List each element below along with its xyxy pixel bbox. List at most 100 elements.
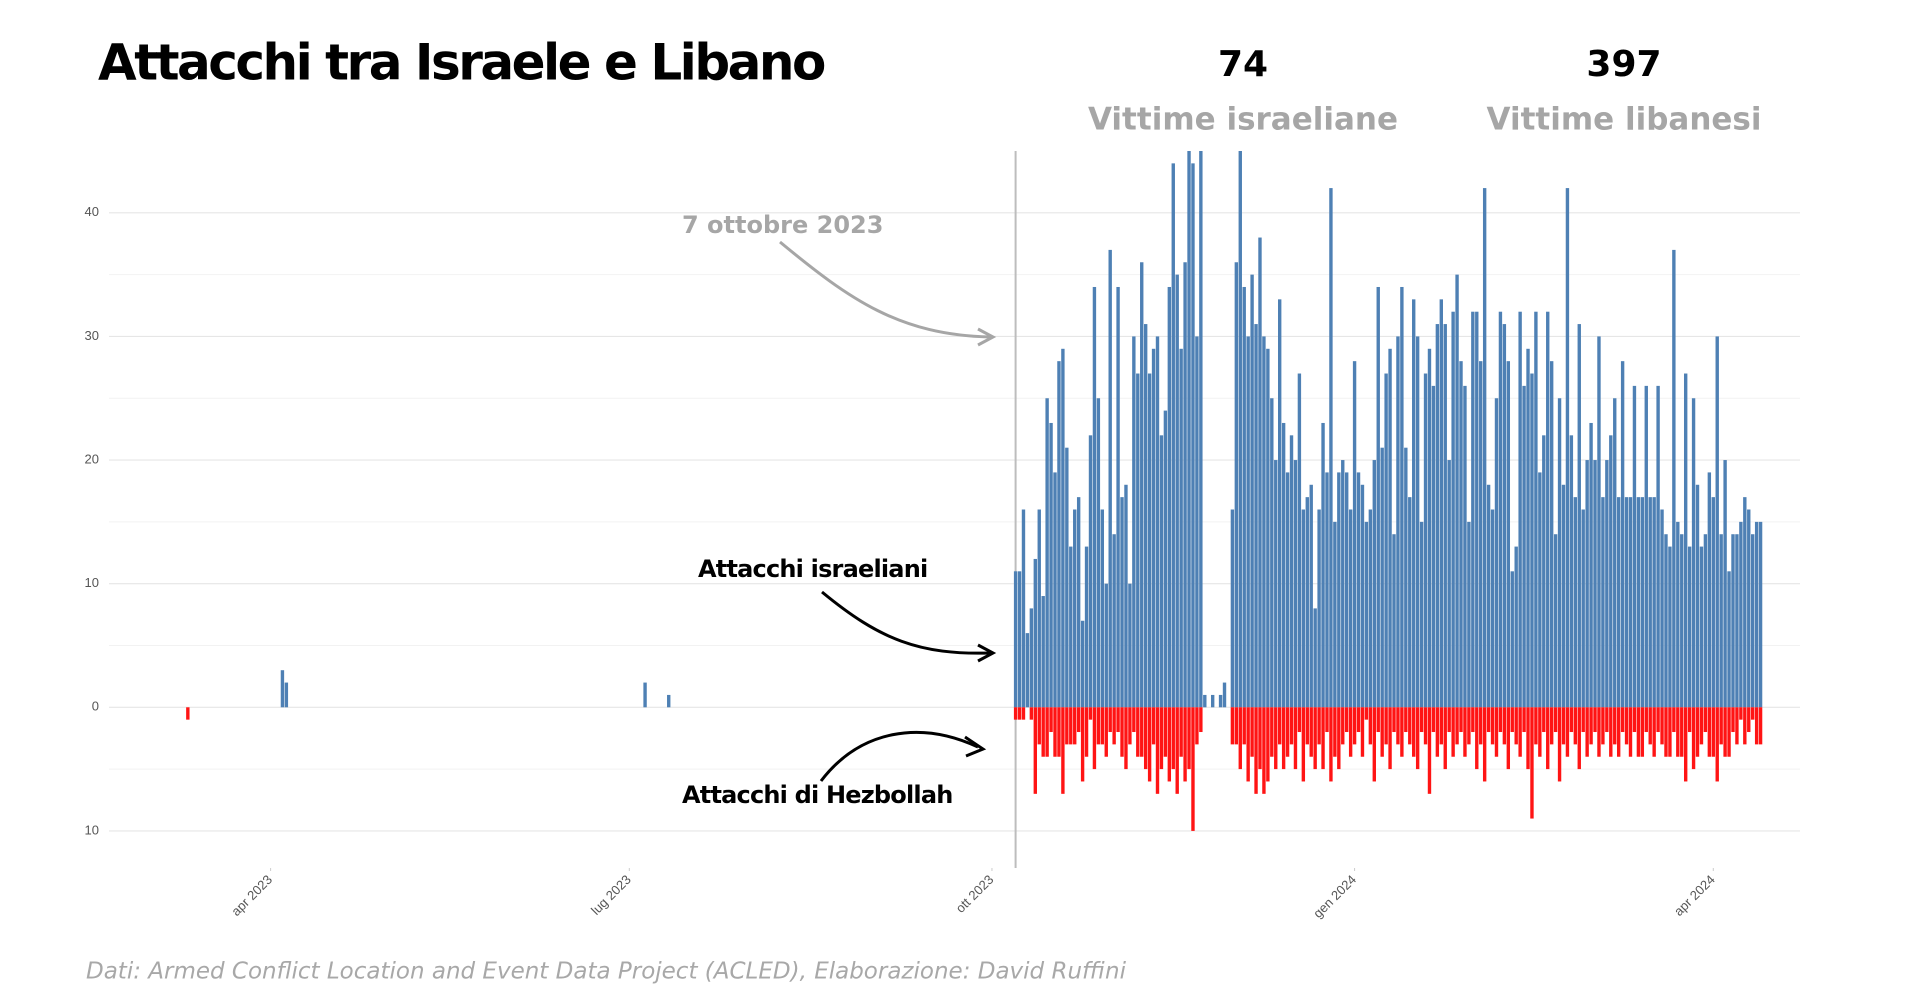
bar xyxy=(1128,707,1132,745)
bar xyxy=(1065,707,1069,745)
bar xyxy=(1624,497,1629,708)
bar xyxy=(1542,707,1546,733)
bar xyxy=(1128,583,1132,708)
bar xyxy=(1258,237,1262,708)
bar xyxy=(1404,707,1408,733)
bar xyxy=(1616,497,1621,708)
y-tick-label: 20 xyxy=(85,451,99,466)
bar xyxy=(1664,707,1668,757)
bar xyxy=(1277,707,1282,745)
bar xyxy=(1266,707,1270,782)
bar xyxy=(1522,707,1526,733)
bar xyxy=(1490,707,1495,745)
bar xyxy=(1352,707,1357,745)
bar xyxy=(1455,707,1459,745)
bar xyxy=(1510,571,1514,708)
bar xyxy=(1546,311,1550,708)
bar xyxy=(1573,497,1578,708)
bar xyxy=(1080,707,1085,782)
bar xyxy=(1171,707,1175,770)
bar xyxy=(1680,534,1684,708)
bar xyxy=(1735,707,1739,745)
bar xyxy=(1293,460,1298,708)
bar xyxy=(1195,707,1199,745)
bar xyxy=(1080,620,1085,708)
bar xyxy=(1703,707,1708,733)
bar xyxy=(1573,707,1578,745)
bar xyxy=(1719,707,1723,745)
bar xyxy=(1553,534,1558,708)
bar xyxy=(1628,497,1633,708)
bar xyxy=(1747,509,1751,708)
stat-label: Vittime israeliane xyxy=(1088,102,1398,138)
bar xyxy=(1348,509,1353,708)
bar xyxy=(1408,497,1412,708)
bar xyxy=(1380,707,1384,757)
bar xyxy=(1565,707,1570,757)
bar xyxy=(1743,497,1747,708)
bar xyxy=(1270,398,1274,708)
bar xyxy=(284,682,289,708)
bar xyxy=(1073,509,1077,708)
bar xyxy=(1230,509,1235,708)
bar xyxy=(1317,707,1321,745)
bar xyxy=(1069,707,1073,745)
bar xyxy=(1534,707,1538,745)
bar xyxy=(1376,707,1380,733)
bar xyxy=(1423,707,1428,745)
arrowhead xyxy=(977,327,997,347)
bar xyxy=(1581,509,1585,708)
bar xyxy=(1084,707,1089,757)
bar xyxy=(1033,558,1038,708)
bar xyxy=(1605,460,1609,708)
arrowhead xyxy=(977,643,997,663)
bar xyxy=(1632,385,1637,708)
bar xyxy=(1132,707,1136,733)
bar xyxy=(1636,707,1641,757)
bar xyxy=(1301,707,1306,782)
bar xyxy=(1451,311,1455,708)
bar xyxy=(1029,608,1034,708)
bar xyxy=(1069,546,1073,708)
bar xyxy=(1494,707,1499,757)
bar xyxy=(1640,707,1645,757)
bar xyxy=(1234,262,1239,708)
bar xyxy=(1037,509,1041,708)
bar xyxy=(1419,521,1424,708)
bar xyxy=(1731,534,1735,708)
bar xyxy=(1234,707,1239,745)
bar xyxy=(1088,707,1093,720)
bar xyxy=(1739,707,1743,720)
chart-title: Attacchi tra Israele e Libano xyxy=(98,34,825,92)
bar xyxy=(1163,707,1168,757)
bar xyxy=(1368,707,1373,745)
bar xyxy=(1419,707,1424,733)
bar xyxy=(1356,707,1361,733)
bar xyxy=(1143,324,1148,708)
bar xyxy=(1502,324,1507,708)
bar xyxy=(1577,707,1581,770)
bar xyxy=(1341,707,1345,745)
bar xyxy=(1179,707,1183,757)
bar xyxy=(1258,707,1262,770)
bar xyxy=(1274,707,1278,770)
bar xyxy=(1076,707,1081,733)
bar xyxy=(1305,497,1309,708)
bar xyxy=(1565,188,1570,708)
bar xyxy=(1415,707,1420,770)
bar xyxy=(1431,707,1436,733)
bar xyxy=(1711,707,1715,757)
bar xyxy=(1711,497,1715,708)
bar xyxy=(1601,707,1605,745)
bar xyxy=(1589,422,1593,708)
bar xyxy=(1691,707,1696,770)
x-tick-label: apr 2023 xyxy=(228,872,275,919)
bar xyxy=(1120,707,1124,757)
bar xyxy=(1309,707,1313,757)
bar xyxy=(1325,707,1329,733)
bar xyxy=(1396,707,1400,745)
bar xyxy=(1195,336,1199,708)
bar xyxy=(1510,707,1514,733)
x-tick-label: ott 2023 xyxy=(953,872,997,916)
bar xyxy=(1435,707,1440,757)
